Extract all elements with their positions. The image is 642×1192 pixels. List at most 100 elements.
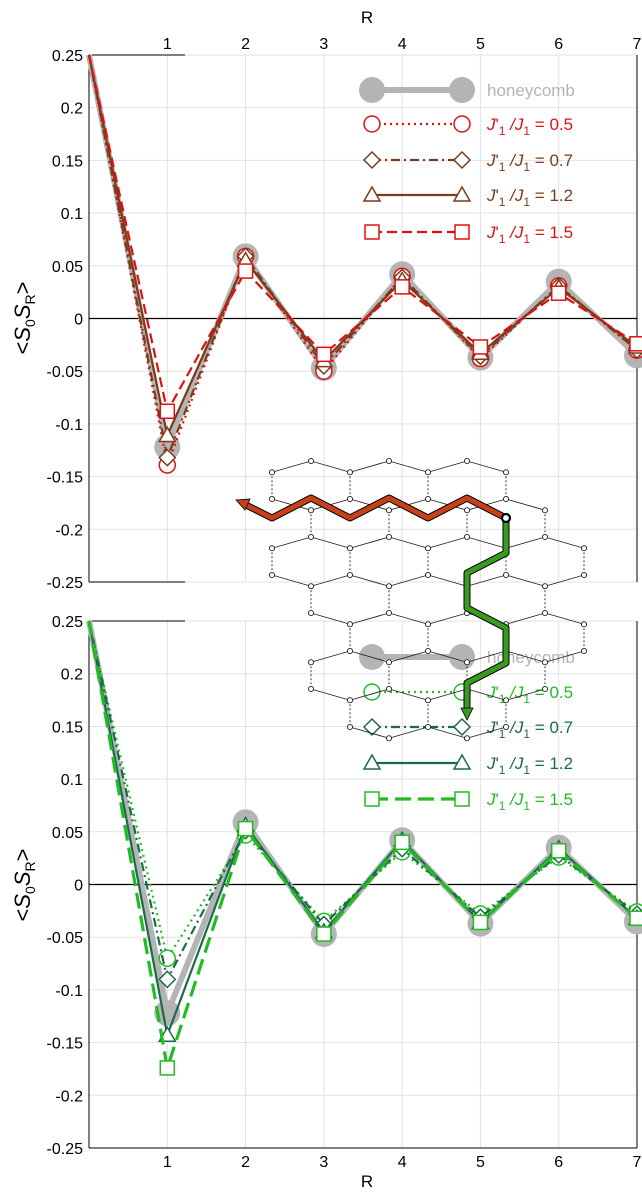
x-tick-label: 2 (241, 1154, 250, 1171)
lattice-site (424, 495, 432, 503)
lattice-site (385, 507, 393, 514)
lattice-bond (466, 460, 507, 473)
lattice-bond (505, 574, 546, 587)
lattice-bond (388, 688, 429, 701)
lattice-site (385, 659, 393, 666)
x-tick-label: 5 (476, 1154, 485, 1171)
y-tick-label: -0.25 (47, 575, 84, 592)
data-point (159, 1060, 176, 1076)
y-tick-label: 0.2 (61, 667, 83, 684)
lattice-bond (271, 536, 312, 549)
lattice-site (541, 685, 549, 693)
lattice-bond (427, 536, 468, 549)
y-tick-label: 0.15 (52, 153, 83, 170)
data-point (394, 834, 410, 851)
legend-label: J'1 /J1 = 0.7 (486, 151, 573, 174)
lattice-site (580, 571, 588, 579)
lattice-site (385, 685, 393, 693)
lattice-site (424, 647, 432, 655)
lattice-site (385, 609, 393, 617)
lattice-site (424, 545, 432, 552)
y-tick-label: 0.25 (52, 614, 83, 631)
lattice-bond (388, 460, 429, 473)
lattice-bond (427, 726, 468, 739)
lattice-bond (310, 460, 351, 473)
lattice-site (268, 571, 276, 579)
lattice-bond (349, 726, 390, 739)
data-point (237, 263, 254, 279)
lattice-site (541, 507, 549, 514)
lattice-site (346, 469, 354, 476)
x-tick-label: 7 (633, 1154, 642, 1171)
y-tick-label: 0.05 (52, 259, 83, 276)
lattice-bond (544, 536, 585, 549)
lattice-bond (505, 688, 546, 701)
data-point (394, 279, 410, 295)
path-arrowhead-left (235, 498, 251, 511)
data-point (550, 843, 567, 859)
lattice-site (463, 659, 471, 666)
x-tick-label: 4 (398, 36, 407, 53)
lattice-bond (349, 536, 390, 549)
lattice-bond (427, 650, 468, 663)
origin-site (500, 512, 512, 524)
y-tick-label: 0.1 (61, 772, 83, 789)
legend-label: J'1 /J1 = 1.5 (486, 223, 573, 246)
y-tick-label: -0.15 (47, 1036, 84, 1053)
lattice-site (346, 647, 354, 655)
lattice-site (541, 533, 549, 541)
lattice-bond (544, 612, 585, 625)
y-tick-label: 0 (74, 878, 83, 895)
legend-marker (452, 150, 472, 170)
lattice-bond (505, 612, 546, 625)
lattice-site (346, 621, 354, 628)
x-tick-label: 3 (319, 1154, 328, 1171)
lattice-site (424, 571, 432, 579)
lattice-bond (427, 460, 468, 473)
legend-marker (364, 791, 380, 807)
data-point (472, 339, 489, 355)
data-point (316, 926, 332, 942)
series-line (87, 54, 638, 413)
lattice-site (541, 609, 549, 617)
lattice-site (307, 583, 315, 590)
lattice-bond (310, 650, 351, 663)
lattice-bond (505, 650, 546, 663)
x-tick-label: 4 (398, 1154, 407, 1171)
y-tick-label: 0.05 (52, 825, 83, 842)
lattice-site (424, 697, 432, 704)
y-tick-label: -0.1 (55, 417, 83, 434)
data-point (629, 910, 642, 926)
data-point (550, 285, 567, 301)
lattice-bond (466, 536, 507, 549)
lattice-bond (388, 726, 429, 739)
lattice-bond (466, 650, 507, 663)
lattice-bond (271, 460, 312, 473)
lattice-bond (310, 612, 351, 625)
bottom-y-axis-label: <S0SR> (10, 848, 38, 921)
y-tick-label: 0.25 (52, 48, 83, 65)
lattice-site (346, 723, 354, 731)
bottom-x-axis-label: R (361, 1172, 373, 1191)
lattice-site (502, 697, 510, 704)
lattice-site (580, 621, 588, 628)
x-tick-label: 1 (163, 36, 172, 53)
legend-marker (362, 717, 382, 737)
lattice-site (502, 571, 510, 579)
lattice-site (307, 457, 315, 465)
data-point (629, 336, 642, 352)
y-tick-label: 0 (74, 312, 83, 329)
legend-marker (452, 717, 472, 737)
series-line (86, 54, 640, 451)
bottom-panel: 0.25 0.2 0.15 0.1 0.05 0 -0.05 -0.1 -0.15 -0.2 -0.… (47, 614, 642, 1171)
legend-marker (363, 115, 381, 133)
y-tick-label: -0.1 (55, 983, 83, 1000)
legend-marker (454, 224, 470, 240)
lattice-bond (271, 574, 312, 587)
lattice-bond (349, 612, 390, 625)
y-tick-label: -0.15 (47, 470, 84, 487)
legend-marker (364, 224, 380, 240)
legend-marker (362, 185, 382, 202)
lattice-site (307, 685, 315, 693)
path-arrowhead-down (460, 707, 474, 721)
